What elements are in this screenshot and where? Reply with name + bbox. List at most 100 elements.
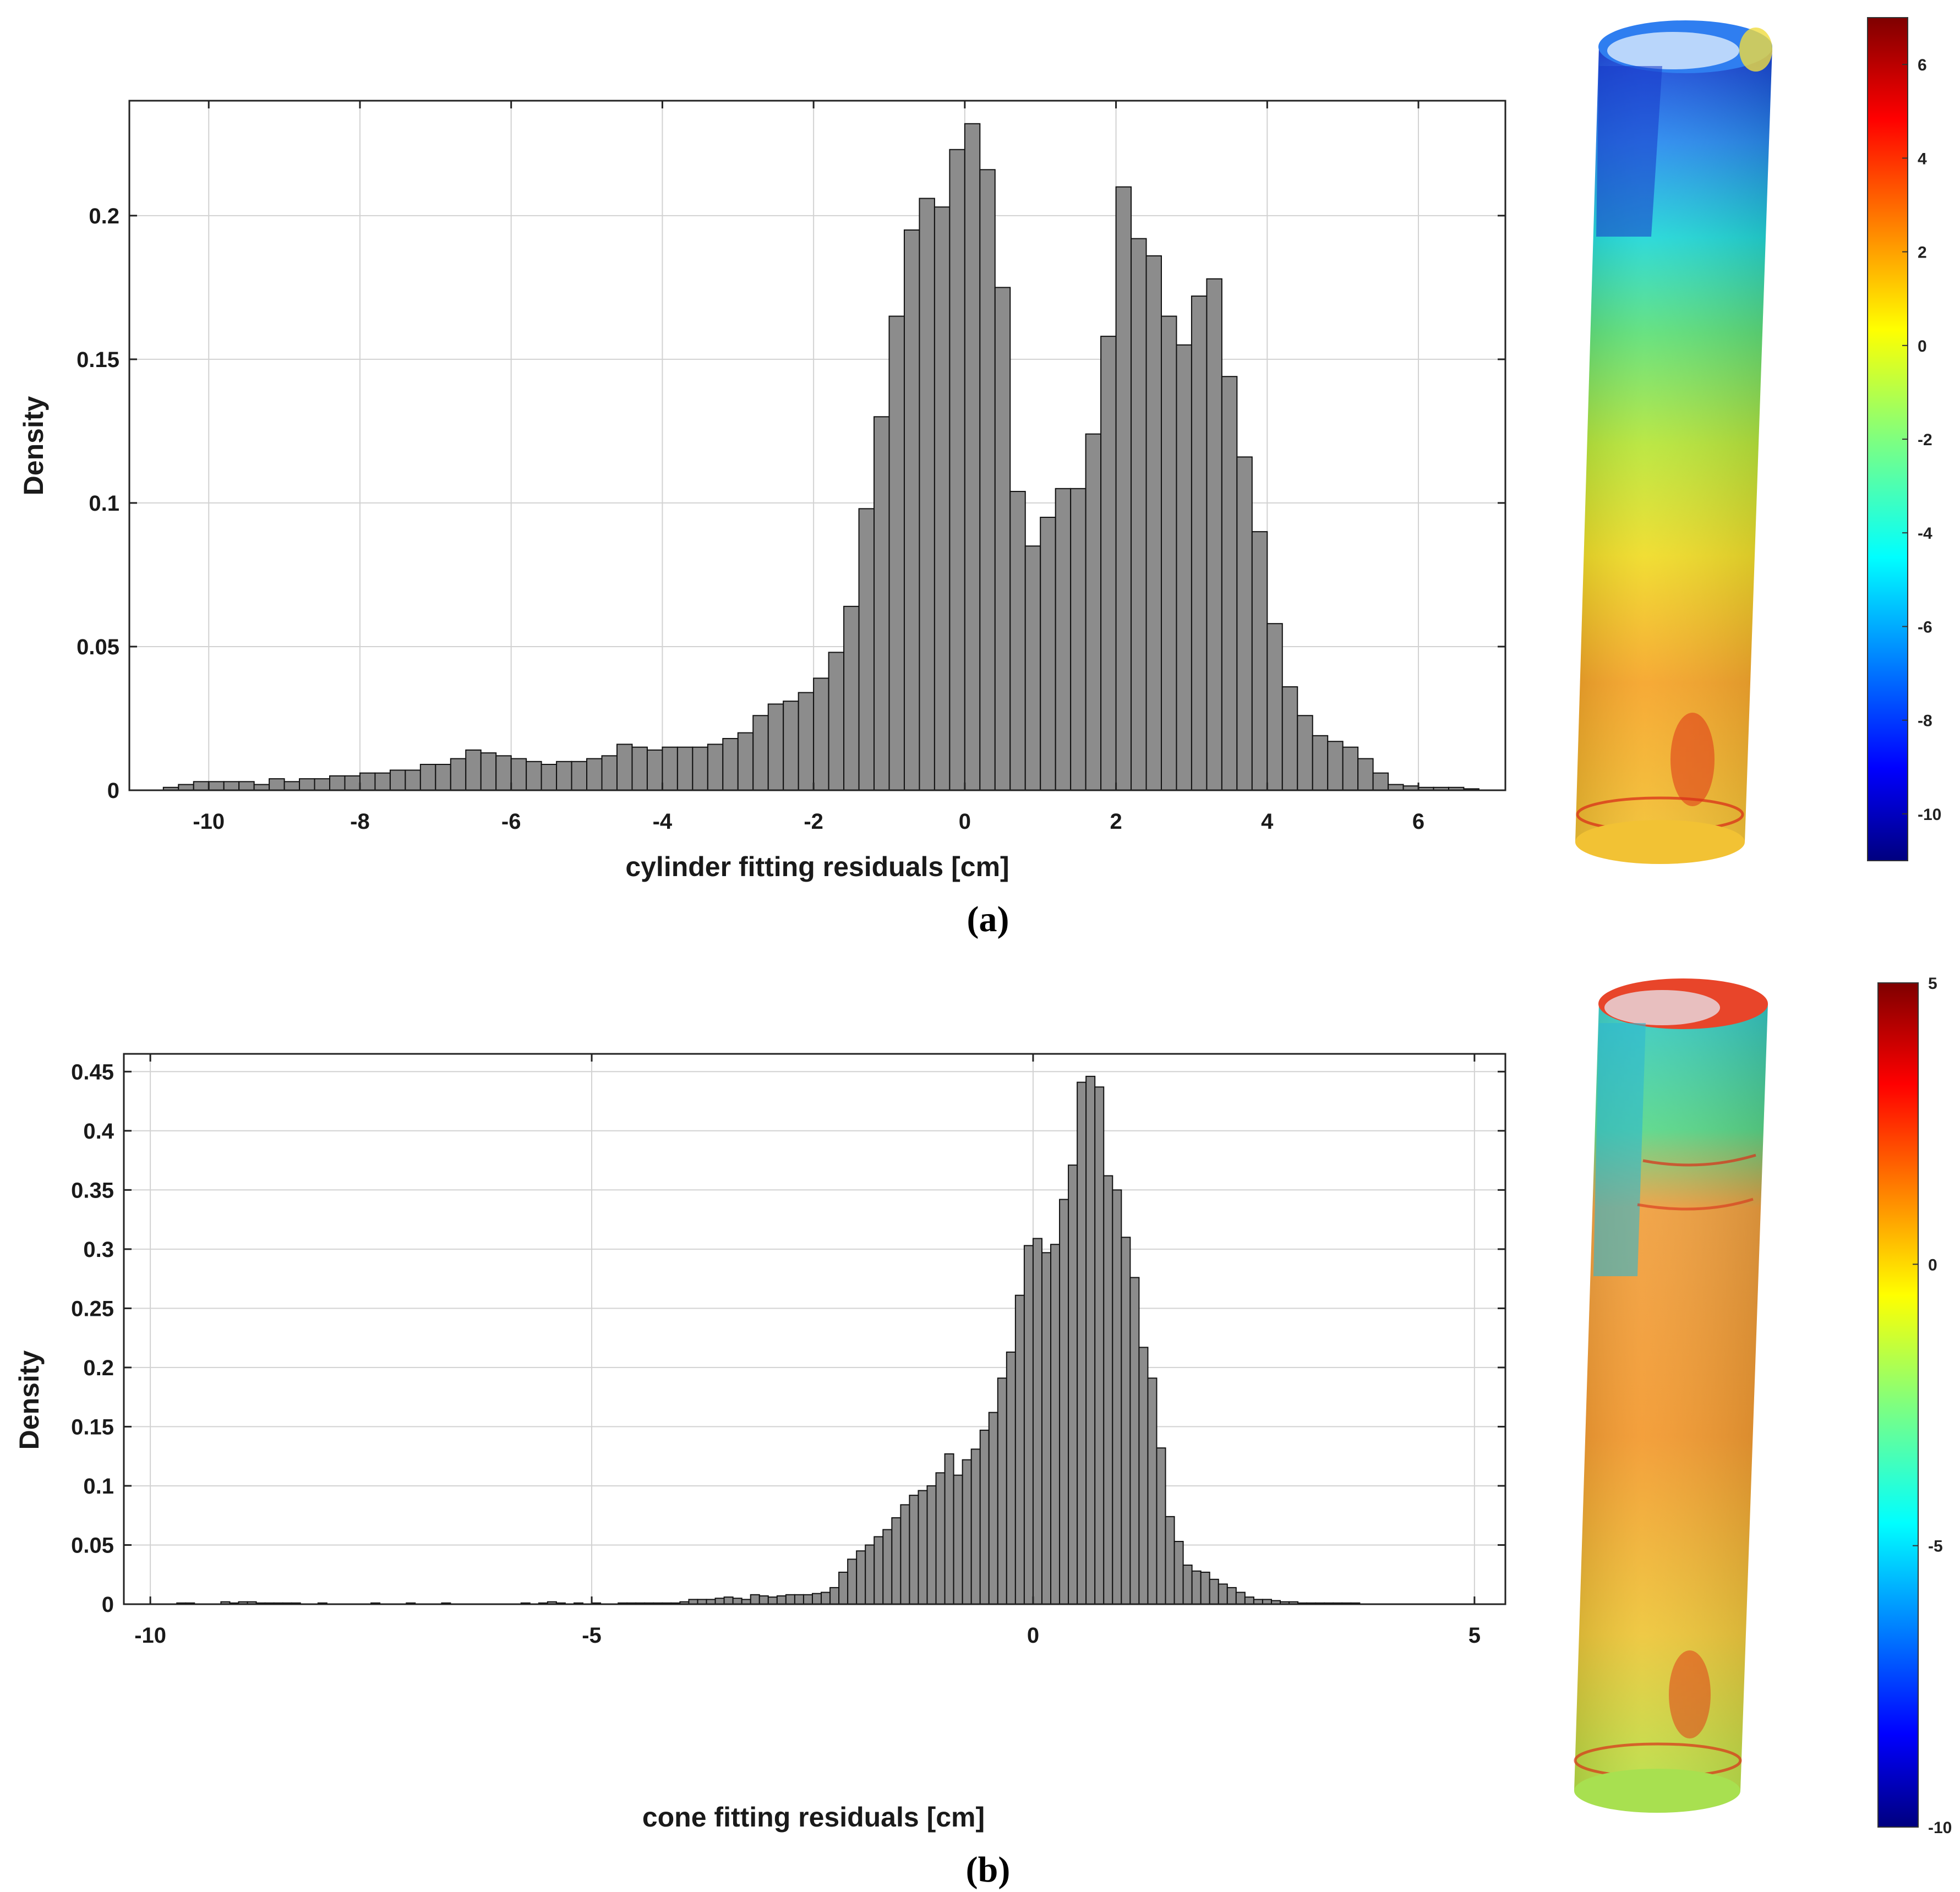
colorbar-a-ticks: 6 4 2 0 -2 -4 -6 -8 -10 [1902, 56, 1941, 824]
histogram-bar [962, 1459, 972, 1605]
x-tick-label: -10 [134, 1623, 166, 1648]
histogram-bar [750, 1594, 760, 1605]
x-axis-label-a: cylinder fitting residuals [cm] [625, 851, 1009, 882]
histogram-bar [909, 1495, 919, 1605]
colorbar-tick-label: -5 [1928, 1538, 1943, 1556]
histogram-bar [283, 781, 301, 791]
colorbar-tick-label: 4 [1918, 150, 1927, 168]
histogram-bar [767, 703, 784, 791]
colorbar-b-ticks: 5 0 -5 -10 [1913, 975, 1952, 1837]
histogram-bar [1068, 1164, 1078, 1605]
histogram-bar [1085, 433, 1102, 791]
histogram-bar [1023, 1245, 1034, 1605]
histogram-bar [758, 1595, 769, 1605]
histogram-bar [223, 781, 240, 791]
histogram-bar [918, 1490, 928, 1605]
point-cloud-cylinder [1575, 20, 1772, 864]
histogram-bar [405, 769, 421, 791]
histogram-bar [1236, 456, 1253, 791]
colorbar-tick-label: -8 [1918, 712, 1932, 730]
y-tick-label: 0.2 [89, 204, 119, 228]
y-tick-label: 0.45 [71, 1060, 114, 1084]
histogram-bar [1040, 517, 1056, 791]
y-ticks-b: 0 0.05 0.1 0.15 0.2 0.25 0.3 0.35 0.4 0.45 [71, 1060, 1505, 1617]
histogram-bar [714, 1598, 725, 1605]
histogram-bar [329, 775, 346, 791]
histogram-bar [1121, 1237, 1131, 1605]
histogram-bar [389, 769, 406, 791]
histogram-bar [1281, 686, 1298, 791]
histogram-bar [828, 652, 845, 791]
x-tick-label: -4 [653, 810, 673, 834]
histogram-bar [1235, 1592, 1246, 1605]
y-tick-label: 0.35 [71, 1178, 114, 1202]
colorbar-b-gradient [1877, 982, 1919, 1828]
histogram-bar [1024, 545, 1041, 791]
histogram-bar [1085, 1075, 1096, 1605]
histogram-bar [465, 749, 482, 791]
histogram-bar [1209, 1578, 1219, 1605]
histogram-bar [785, 1594, 795, 1605]
histogram-bar [1191, 1570, 1202, 1605]
y-ticks-a: 0 0.05 0.1 0.15 0.2 [77, 204, 1505, 803]
histogram-bar [1147, 1377, 1158, 1605]
histogram-bar [1156, 1447, 1166, 1605]
histogram-bar [556, 761, 572, 791]
histogram-bar [813, 677, 829, 791]
histogram-bar [1312, 735, 1329, 791]
x-tick-label: 0 [959, 810, 971, 834]
histogram-bar [776, 1595, 787, 1605]
histogram-bar [269, 778, 285, 791]
histogram-bar [949, 149, 965, 791]
histogram-bar [838, 1571, 849, 1605]
histogram-bar [510, 758, 527, 791]
histogram-bar [988, 1412, 998, 1605]
histogram-bar [1244, 1596, 1254, 1605]
x-tick-label: 6 [1412, 810, 1424, 834]
histogram-bar [1014, 1294, 1025, 1605]
x-ticks-a: -10 -8 -6 -4 -2 0 2 4 6 [193, 101, 1424, 834]
histogram-bar [829, 1587, 840, 1605]
histogram-bar [1138, 1347, 1149, 1605]
axes-frame-a [128, 100, 1506, 791]
histogram-bar [1200, 1571, 1210, 1605]
colorbar-tick-label: -4 [1918, 524, 1932, 543]
y-tick-label: 0.15 [77, 348, 119, 372]
histogram-bar [299, 778, 315, 791]
x-tick-label: -8 [350, 810, 370, 834]
x-tick-label: -2 [804, 810, 823, 834]
histogram-bar [495, 755, 512, 791]
y-tick-label: 0 [102, 1593, 114, 1617]
histogram-bar [873, 416, 890, 791]
colorbar-tick-label: 6 [1918, 56, 1927, 74]
colorbar-a-gradient [1867, 17, 1908, 861]
chart-b: 0 0.05 0.1 0.15 0.2 0.25 0.3 0.35 0.4 0.45 -10 -5 0… [14, 1053, 1506, 1890]
colorbar-tick-label: 5 [1928, 975, 1937, 993]
histogram-bar [903, 229, 920, 791]
histogram-bar [935, 1472, 946, 1605]
histogram-bar [1145, 255, 1162, 791]
panel-a: 0 0.05 0.1 0.15 0.2 -10 -8 -6 -4 -2 0 2 4 6 cylinder… [18, 17, 1941, 939]
panel-b: 0 0.05 0.1 0.15 0.2 0.25 0.3 0.35 0.4 0.45 -10 -5 0… [14, 975, 1952, 1890]
histogram-bar [1327, 741, 1344, 791]
histogram-bar [419, 764, 436, 791]
histogram-bar [1342, 746, 1359, 791]
histogram-bar [847, 1559, 858, 1605]
colorbar-tick-label: -6 [1918, 618, 1932, 636]
histogram-bar [979, 169, 996, 791]
colorbar-a: 6 4 2 0 -2 -4 -6 -8 -10 [1867, 17, 1941, 861]
histogram-bar [435, 764, 451, 791]
histogram-bar [926, 1485, 937, 1605]
histogram-bar [933, 206, 951, 791]
colorbar-tick-label: 0 [1918, 337, 1927, 356]
colorbar-tick-label: -10 [1928, 1819, 1952, 1837]
histogram-bar [858, 508, 875, 791]
histogram-bar [783, 701, 799, 791]
histogram-bar [1129, 1277, 1140, 1605]
panel-label-a: (a) [967, 899, 1009, 939]
histogram-bar [1050, 1244, 1061, 1605]
y-tick-label: 0.3 [83, 1238, 114, 1262]
histogram-bar [178, 784, 194, 791]
histogram-bar [1182, 1565, 1193, 1605]
histogram-bar [1251, 531, 1268, 791]
